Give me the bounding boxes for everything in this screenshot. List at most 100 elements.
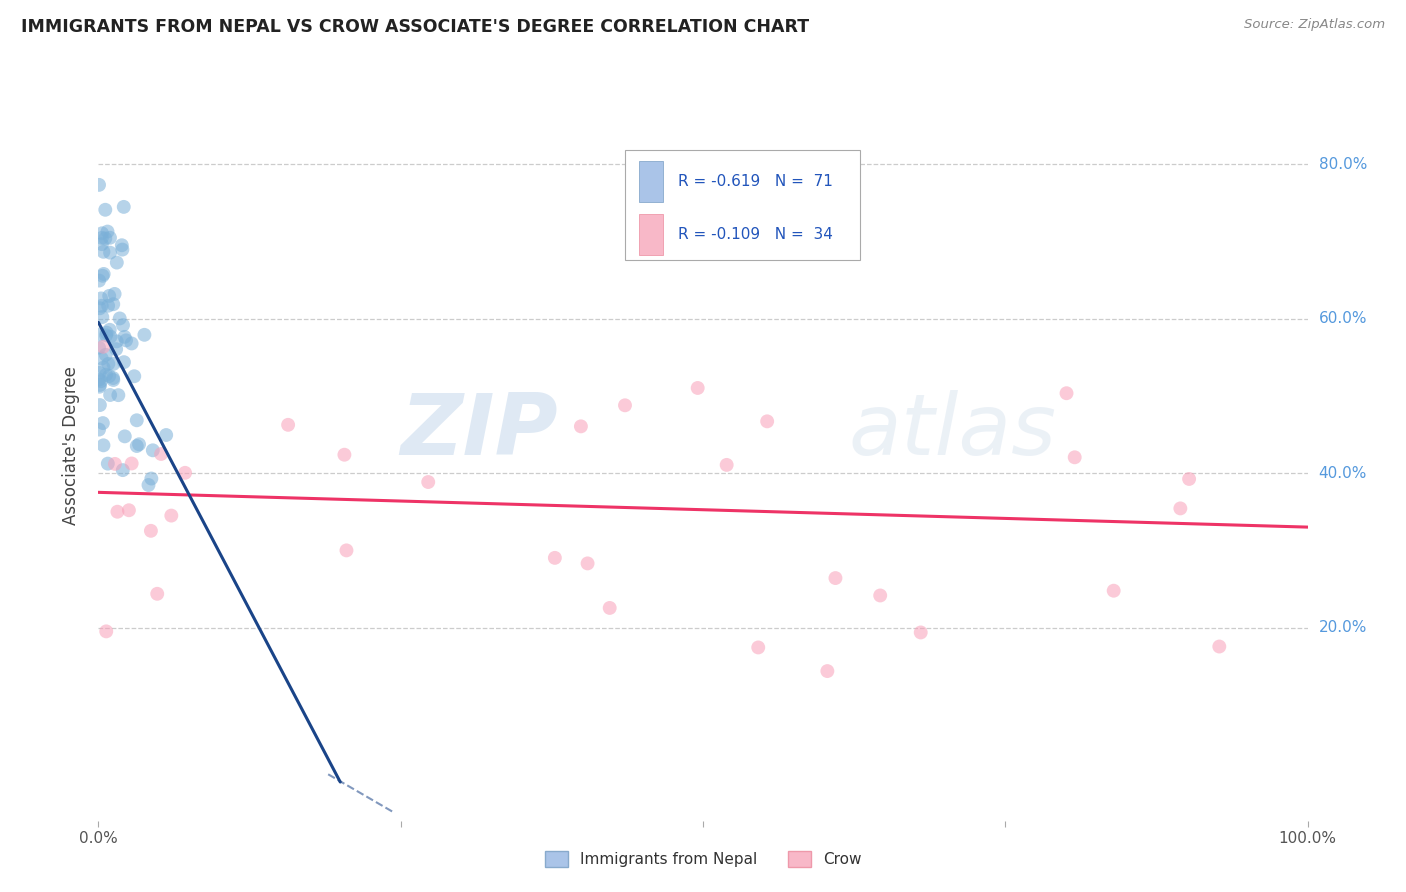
Point [107,388,129,402]
Point [89,366,111,380]
Point [108,311,131,326]
Point [118,503,141,517]
Point [128,437,150,451]
Point [335,543,357,558]
Point [114,330,136,344]
Point [105,255,128,269]
Point [146,587,169,601]
Text: IMMIGRANTS FROM NEPAL VS CROW ASSOCIATE'S DEGREE CORRELATION CHART: IMMIGRANTS FROM NEPAL VS CROW ASSOCIATE'… [21,18,810,36]
Point [98,245,121,260]
Point [91,310,114,324]
Y-axis label: Associate's Degree: Associate's Degree [62,367,80,525]
Point [115,334,138,348]
Point [93,267,115,281]
Point [101,371,124,385]
Point [87,341,110,355]
Point [121,336,143,351]
Text: R = -0.109   N =  34: R = -0.109 N = 34 [678,227,832,243]
Point [103,297,125,311]
Point [614,398,637,412]
Point [105,342,128,356]
Point [824,571,846,585]
Text: atlas: atlas [848,390,1056,473]
Point [576,557,599,571]
Point [815,664,838,678]
Point [160,508,183,523]
Point [121,457,143,471]
Point [103,373,125,387]
Point [90,374,112,388]
Point [869,589,891,603]
Text: 60.0%: 60.0% [1319,311,1367,326]
Point [97,357,120,371]
Text: R = -0.619   N =  71: R = -0.619 N = 71 [678,174,832,189]
Legend: Immigrants from Nepal, Crow: Immigrants from Nepal, Crow [538,845,868,873]
Point [139,524,162,538]
Point [98,231,121,245]
Point [91,416,114,430]
Point [112,355,135,369]
Point [1102,583,1125,598]
Point [125,439,148,453]
Point [333,448,356,462]
Point [89,378,111,392]
Point [100,329,122,343]
Point [90,231,112,245]
Point [91,227,114,241]
Point [111,318,134,333]
Text: 20.0%: 20.0% [1319,620,1367,635]
Point [107,505,129,519]
Point [90,299,112,313]
Point [89,398,111,412]
Point [90,327,112,342]
Point [716,458,738,472]
Point [122,369,145,384]
Point [418,475,440,489]
Point [87,373,110,387]
Point [569,419,592,434]
Point [97,457,120,471]
Point [142,443,165,458]
Point [910,625,932,640]
Text: 40.0%: 40.0% [1319,466,1367,481]
Point [94,368,117,382]
Point [93,438,115,452]
Point [599,601,621,615]
Point [94,202,117,217]
Point [97,299,120,313]
Point [104,457,127,471]
Point [105,334,128,349]
Point [686,381,709,395]
Point [150,447,173,461]
Point [89,380,111,394]
Point [98,289,121,303]
Point [756,414,779,428]
Point [90,292,112,306]
Point [111,238,134,252]
Point [1178,472,1201,486]
Point [1063,450,1085,465]
Point [96,326,118,340]
Point [98,369,121,384]
Point [103,357,125,371]
Point [112,200,135,214]
Point [89,301,111,316]
Point [90,237,112,252]
Point [277,417,299,432]
Point [91,340,114,354]
Point [747,640,769,655]
Point [87,178,110,192]
Point [90,351,112,366]
Point [1056,386,1078,401]
Point [138,478,160,492]
Point [1170,501,1192,516]
Point [111,243,134,257]
Point [87,423,110,437]
Point [96,225,118,239]
Point [96,624,118,639]
Point [94,231,117,245]
Point [98,388,121,402]
Point [174,466,197,480]
Point [93,360,115,375]
Point [94,348,117,362]
